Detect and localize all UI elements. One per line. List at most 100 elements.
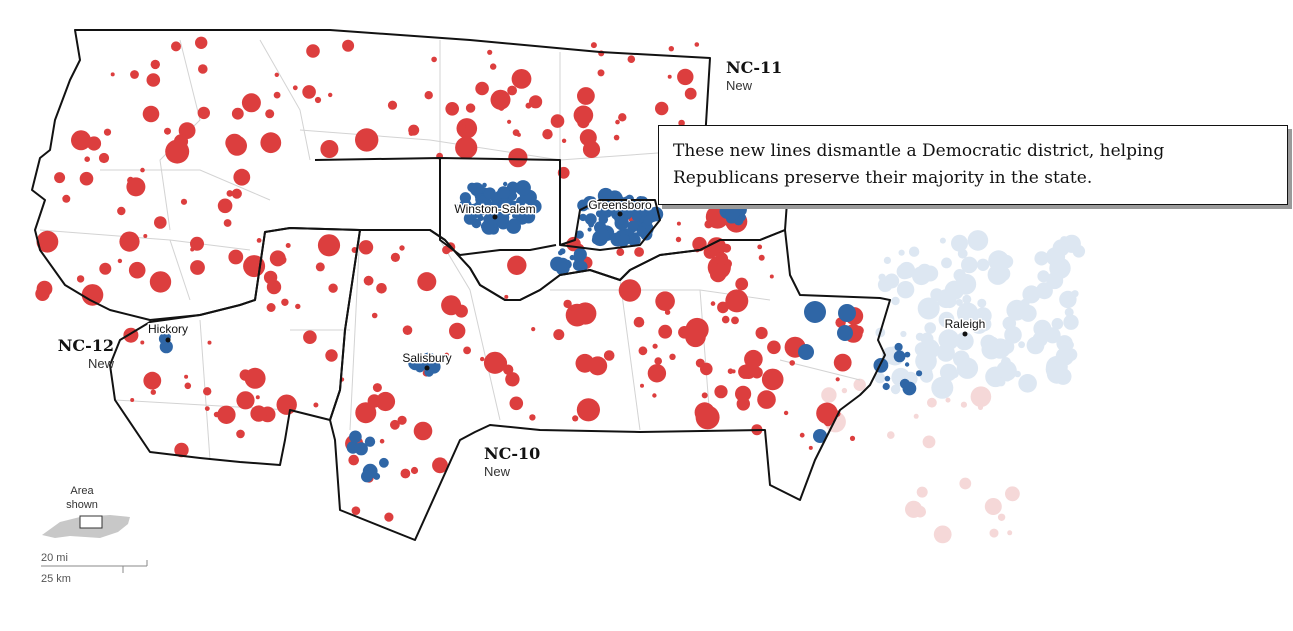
republican-dot [376, 283, 387, 294]
democrat-dot [804, 301, 826, 323]
democrat-dot [508, 191, 518, 201]
republican-dot [735, 385, 752, 402]
faded-democrat-dot [938, 329, 960, 351]
republican-dot [731, 316, 739, 325]
republican-dot [769, 274, 774, 279]
faded-republican-dot [1007, 530, 1013, 536]
republican-dot [348, 454, 360, 466]
republican-dot [613, 134, 620, 141]
republican-dot [99, 262, 112, 275]
republican-dot [103, 128, 112, 136]
republican-dot [119, 231, 140, 252]
democrat-dot [576, 260, 588, 273]
faded-republican-dot [913, 413, 919, 419]
faded-democrat-dot [898, 249, 905, 256]
faded-republican-dot [1005, 486, 1020, 502]
republican-dot [505, 372, 520, 387]
republican-dot [465, 103, 476, 113]
faded-republican-dot [933, 525, 952, 544]
republican-dot [197, 106, 210, 120]
republican-dot [783, 410, 789, 416]
faded-democrat-dot [962, 294, 972, 304]
republican-dot [399, 245, 405, 251]
democrat-dot [503, 181, 508, 187]
faded-republican-dot [960, 401, 968, 408]
democrat-dot [472, 201, 488, 216]
faded-democrat-dot [953, 269, 966, 282]
svg-text:Salisbury: Salisbury [402, 351, 451, 365]
republican-dot [835, 377, 840, 382]
republican-dot [667, 74, 672, 79]
nc-10-boundary [329, 229, 891, 541]
republican-dot [198, 64, 208, 74]
republican-dot [563, 299, 572, 309]
svg-text:Hickory: Hickory [148, 322, 188, 336]
faded-democrat-dot [1063, 314, 1079, 330]
democrat-dot [459, 199, 472, 212]
republican-dot [273, 91, 281, 99]
faded-democrat-dot [900, 330, 907, 338]
republican-dot [647, 364, 667, 383]
faded-democrat-dot [967, 230, 989, 251]
republican-dot [314, 96, 322, 104]
republican-dot [460, 124, 466, 130]
republican-dot [150, 59, 160, 70]
democrat-dot [364, 436, 376, 447]
democrat-dot [598, 214, 609, 225]
democrat-dot [584, 213, 597, 226]
faded-democrat-dot [939, 237, 946, 244]
republican-dot [128, 261, 146, 279]
triad-carveout [314, 157, 661, 251]
faded-democrat-dot [1034, 251, 1049, 266]
republican-dot [715, 252, 729, 266]
republican-dot [652, 393, 657, 398]
democrat-dot [558, 250, 563, 256]
democrat-dot [415, 365, 420, 370]
republican-dot [441, 295, 462, 316]
republican-dot [142, 105, 160, 123]
republican-dot [487, 49, 493, 55]
svg-text:NC-11: NC-11 [726, 58, 782, 77]
faded-democrat-dot [908, 246, 920, 257]
republican-dot [231, 107, 244, 120]
republican-dot [372, 383, 382, 393]
faded-republican-dot [821, 387, 837, 403]
republican-dot [431, 56, 437, 63]
faded-republican-dot [916, 486, 928, 498]
republican-dot [236, 391, 255, 410]
republican-dot [269, 250, 286, 267]
republican-dot [498, 105, 505, 111]
republican-dot [408, 130, 415, 136]
republican-dot [577, 87, 595, 105]
republican-dot [355, 402, 377, 424]
democrat-dot [482, 182, 487, 188]
republican-dot [582, 140, 601, 158]
democrat-dot [354, 442, 368, 456]
republican-dot [701, 392, 708, 399]
republican-dot [449, 322, 466, 340]
democrat-dot [467, 182, 477, 193]
faded-republican-dot [989, 528, 999, 538]
republican-dot [789, 360, 795, 366]
republican-dot [244, 367, 266, 389]
republican-dot [285, 243, 291, 248]
republican-dot [320, 140, 339, 158]
faded-democrat-dot [922, 265, 939, 282]
faded-democrat-dot [941, 257, 952, 269]
democrat-dot [556, 262, 569, 276]
democrat-dot [463, 212, 477, 225]
democrat-dot [579, 213, 587, 222]
republican-dot [417, 272, 437, 292]
democrat-dot [894, 342, 903, 352]
republican-dot [171, 41, 181, 52]
faded-democrat-dot [1054, 261, 1065, 271]
republican-dot [384, 512, 394, 522]
republican-dot [714, 385, 728, 399]
democrat-dot [379, 457, 389, 468]
democrat-dot [587, 227, 592, 232]
republican-dot [684, 87, 697, 100]
republican-dot [223, 219, 232, 227]
republican-dot [355, 128, 379, 152]
faded-democrat-dot [995, 266, 1011, 282]
democrat-dot [504, 208, 512, 216]
